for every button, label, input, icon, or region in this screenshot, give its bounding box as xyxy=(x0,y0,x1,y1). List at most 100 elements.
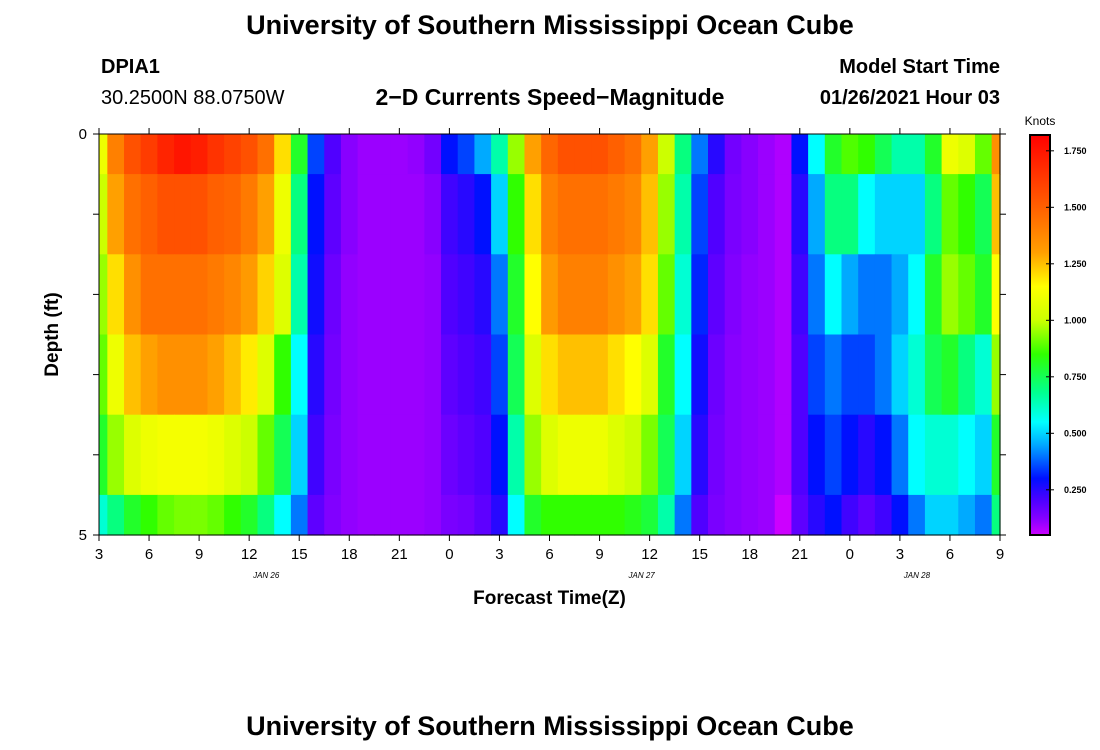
heatmap-cell xyxy=(908,414,926,496)
heatmap-cell xyxy=(190,494,209,536)
heatmap-cell xyxy=(507,174,526,255)
heatmap-cell xyxy=(124,334,142,416)
heatmap-cell xyxy=(824,134,843,175)
heatmap-cell xyxy=(157,334,175,416)
heatmap-cell xyxy=(874,174,893,255)
heatmap-cell xyxy=(824,174,843,255)
heatmap-cell xyxy=(207,494,225,536)
x-tick-label: 15 xyxy=(291,546,308,563)
heatmap-cell xyxy=(808,134,826,175)
heatmap-cell xyxy=(774,134,793,175)
heatmap-cell xyxy=(441,254,459,336)
heatmap-cell xyxy=(657,494,676,536)
heatmap-cell xyxy=(924,134,943,175)
heatmap-cell xyxy=(524,414,542,496)
heatmap-cell xyxy=(941,254,959,336)
heatmap-cell xyxy=(190,174,209,255)
x-tick-label: 3 xyxy=(95,546,103,563)
heatmap-cell xyxy=(774,414,793,496)
heatmap-cell xyxy=(290,414,309,496)
heatmap-cell xyxy=(641,334,659,416)
heatmap-cell xyxy=(274,134,292,175)
x-tick-label: 9 xyxy=(195,546,203,563)
heatmap-cell xyxy=(991,254,1001,336)
heatmap-cell xyxy=(290,174,309,255)
heatmap-cell xyxy=(557,254,576,336)
heatmap-cell xyxy=(557,134,576,175)
heatmap-cell xyxy=(457,174,476,255)
heatmap-cell xyxy=(324,254,342,336)
heatmap-cell xyxy=(390,134,409,175)
heatmap-cell xyxy=(574,134,592,175)
heatmap-cell xyxy=(190,414,209,496)
heatmap-cell xyxy=(441,134,459,175)
heatmap-cell xyxy=(441,174,459,255)
heatmap-cell xyxy=(174,134,192,175)
heatmap-cell xyxy=(607,134,626,175)
heatmap-cell xyxy=(941,174,959,255)
heatmap-cell xyxy=(724,494,742,536)
heatmap-cell xyxy=(541,414,559,496)
heatmap-cell xyxy=(758,494,776,536)
heatmap-cell xyxy=(791,254,809,336)
heatmap-cell xyxy=(457,134,476,175)
heatmap-cell xyxy=(424,494,442,536)
heatmap-cell xyxy=(340,174,359,255)
heatmap-cell xyxy=(240,414,259,496)
heatmap-cell xyxy=(791,334,809,416)
heatmap-cell xyxy=(140,414,158,496)
heatmap-cell xyxy=(374,254,392,336)
heatmap-cell xyxy=(340,134,359,175)
heatmap-cell xyxy=(157,174,175,255)
heatmap-cell xyxy=(874,494,893,536)
heatmap-cell xyxy=(457,254,476,336)
heatmap-cell xyxy=(107,414,125,496)
heatmap-cell xyxy=(224,494,242,536)
heatmap-cell xyxy=(107,494,125,536)
heatmap-cell xyxy=(190,254,209,336)
heatmap-cell xyxy=(407,414,425,496)
colorbar-tick-label: 0.750 xyxy=(1064,372,1087,382)
heatmap-cell xyxy=(808,174,826,255)
heatmap-cell xyxy=(741,334,759,416)
x-tick-label: 18 xyxy=(741,546,758,563)
heatmap-cell xyxy=(474,254,492,336)
heatmap-cell xyxy=(140,254,158,336)
heatmap-cell xyxy=(641,174,659,255)
heatmap-cell xyxy=(841,334,859,416)
heatmap-cell xyxy=(708,414,726,496)
heatmap-cell xyxy=(457,494,476,536)
heatmap-cell xyxy=(407,174,425,255)
heatmap-cell xyxy=(441,334,459,416)
heatmap-cell xyxy=(891,174,909,255)
heatmap-cell xyxy=(507,254,526,336)
heatmap-cell xyxy=(574,334,592,416)
heatmap-cell xyxy=(741,494,759,536)
heatmap-cell xyxy=(140,334,158,416)
heatmap-cell xyxy=(841,254,859,336)
heatmap-cell xyxy=(140,174,158,255)
x-tick-label: 6 xyxy=(946,546,954,563)
heatmap-cell xyxy=(257,414,275,496)
heatmap-cell xyxy=(557,414,576,496)
heatmap-cell xyxy=(641,414,659,496)
heatmap-cell xyxy=(357,174,375,255)
heatmap-cell xyxy=(99,414,108,496)
colorbar-tick-label: 1.750 xyxy=(1064,146,1087,156)
heatmap-cell xyxy=(307,414,325,496)
heatmap-cell xyxy=(174,334,192,416)
heatmap-cell xyxy=(607,254,626,336)
heatmap-cell xyxy=(874,254,893,336)
heatmap-cell xyxy=(274,494,292,536)
heatmap-cell xyxy=(324,494,342,536)
heatmap-cell xyxy=(924,414,943,496)
heatmap-cell xyxy=(708,174,726,255)
x-tick-label: 15 xyxy=(691,546,708,563)
heatmap-cell xyxy=(390,494,409,536)
heatmap-cell xyxy=(974,334,993,416)
heatmap-cell xyxy=(424,174,442,255)
heatmap-cell xyxy=(624,334,642,416)
colorbar-tick-label: 1.500 xyxy=(1064,202,1087,212)
heatmap-cell xyxy=(891,414,909,496)
heatmap-cell xyxy=(190,334,209,416)
